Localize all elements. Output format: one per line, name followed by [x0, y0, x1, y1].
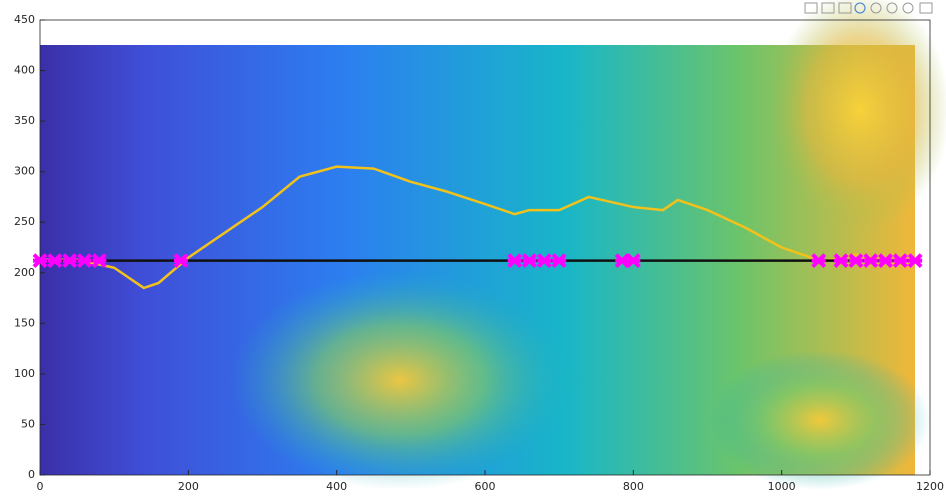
y-tick-label: 50 [21, 417, 35, 430]
y-tick-label: 300 [14, 165, 35, 178]
x-tick-label: 0 [37, 480, 44, 493]
y-tick-label: 350 [14, 114, 35, 127]
x-tick-label: 600 [475, 480, 496, 493]
x-tick-label: 800 [623, 480, 644, 493]
y-tick-label: 0 [28, 468, 35, 481]
y-tick-label: 450 [14, 13, 35, 26]
y-tick-label: 200 [14, 266, 35, 279]
x-tick-label: 1000 [768, 480, 796, 493]
axes [40, 0, 946, 490]
figure: 0 200 400 600 800 1000 1200 0 50 100 150 200 250 300 3… [0, 0, 946, 498]
y-tick-label: 150 [14, 316, 35, 329]
x-tick-label: 200 [178, 480, 199, 493]
terrain-highland [710, 350, 930, 490]
y-tick-label: 400 [14, 64, 35, 77]
terrain-highland [230, 270, 570, 490]
x-tick-label: 400 [326, 480, 347, 493]
y-tick-label: 100 [14, 367, 35, 380]
y-tick-label: 250 [14, 215, 35, 228]
x-tick-label: 1200 [916, 480, 944, 493]
